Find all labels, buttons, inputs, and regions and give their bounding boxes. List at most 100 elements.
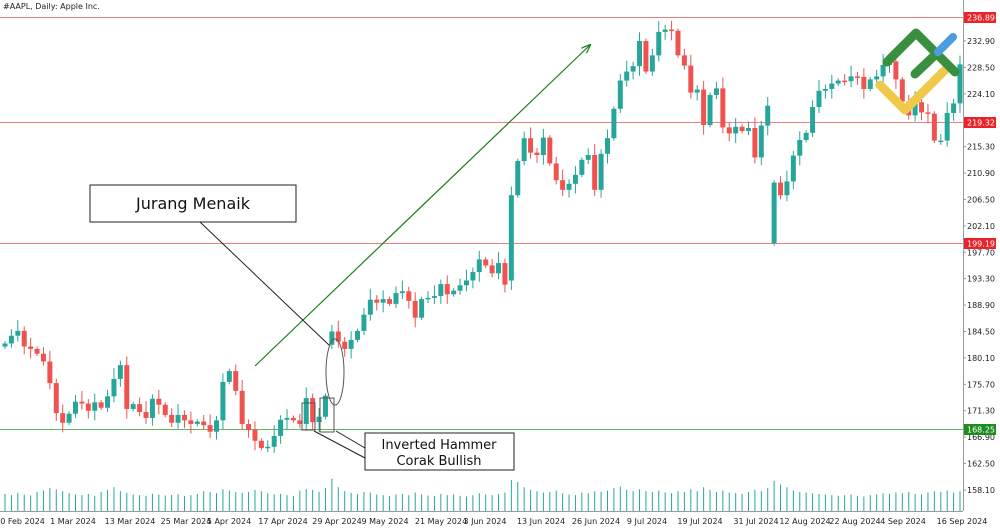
candle-bullish bbox=[598, 153, 604, 190]
candle-bearish bbox=[239, 390, 245, 424]
candle-bullish bbox=[579, 159, 585, 175]
candle-bullish bbox=[765, 105, 771, 126]
y-tick-label: 202.10 bbox=[967, 222, 995, 231]
candle-bearish bbox=[162, 404, 168, 415]
level-tag-label: 168.25 bbox=[967, 426, 995, 435]
candle-bullish bbox=[361, 314, 367, 331]
candle-bullish bbox=[399, 291, 405, 294]
candle-bearish bbox=[534, 152, 540, 156]
candle-bearish bbox=[483, 259, 489, 266]
candle-bullish bbox=[874, 76, 880, 80]
candle-bullish bbox=[938, 140, 944, 143]
chart-title: #AAPL, Daily: Apple Inc. bbox=[3, 2, 100, 11]
candle-bearish bbox=[778, 182, 784, 196]
candle-bearish bbox=[406, 291, 412, 301]
candle-bearish bbox=[40, 353, 46, 362]
candle-bearish bbox=[342, 341, 348, 349]
candle-bullish bbox=[745, 127, 751, 131]
x-tick-label: 4 Sep 2024 bbox=[880, 517, 926, 526]
candle-bullish bbox=[92, 402, 98, 411]
candle-bearish bbox=[854, 76, 860, 78]
y-tick-label: 228.50 bbox=[967, 63, 995, 72]
pattern-annotation: Inverted Hammer Corak Bullish bbox=[301, 397, 515, 471]
candle-bullish bbox=[803, 132, 809, 141]
candle-bearish bbox=[387, 299, 393, 304]
candle-bullish bbox=[790, 155, 796, 182]
candle-bearish bbox=[258, 440, 264, 448]
candle-bearish bbox=[28, 346, 34, 349]
candle-bearish bbox=[726, 127, 732, 134]
candle-bearish bbox=[85, 403, 91, 411]
candle-bullish bbox=[278, 419, 284, 436]
y-tick-label: 162.50 bbox=[967, 460, 995, 469]
candle-bearish bbox=[675, 30, 681, 56]
candle-bullish bbox=[226, 371, 232, 382]
candle-bullish bbox=[271, 435, 277, 447]
candle-bullish bbox=[566, 183, 572, 190]
candle-bullish bbox=[630, 66, 636, 72]
candle-bullish bbox=[463, 280, 469, 286]
candle-bearish bbox=[374, 299, 380, 303]
candle-bullish bbox=[105, 396, 111, 408]
y-tick-label: 158.10 bbox=[967, 486, 995, 495]
brand-logo bbox=[875, 28, 960, 115]
candle-bullish bbox=[540, 137, 546, 156]
x-tick-label: 25 Mar 2024 bbox=[161, 517, 212, 526]
x-tick-label: 3 Jun 2024 bbox=[463, 517, 506, 526]
candle-bullish bbox=[470, 272, 476, 281]
gap-pointer-line bbox=[199, 221, 331, 347]
candle-bullish bbox=[451, 290, 457, 295]
candle-bullish bbox=[438, 284, 444, 297]
candle-bullish bbox=[111, 378, 117, 397]
pattern-pointer-1 bbox=[313, 430, 366, 459]
candle-bullish bbox=[822, 88, 828, 91]
x-tick-label: 9 May 2024 bbox=[361, 517, 408, 526]
candle-bullish bbox=[367, 299, 373, 315]
candle-bearish bbox=[34, 348, 40, 354]
candle-bearish bbox=[310, 398, 316, 423]
y-tick-label: 166.90 bbox=[967, 433, 995, 442]
candle-bullish bbox=[393, 293, 399, 304]
candle-bearish bbox=[720, 88, 726, 128]
candle-bullish bbox=[816, 90, 822, 107]
candle-bearish bbox=[931, 113, 937, 141]
candle-bullish bbox=[944, 112, 950, 141]
candle-bullish bbox=[515, 161, 521, 196]
candle-bearish bbox=[502, 263, 508, 285]
candle-bullish bbox=[624, 71, 630, 81]
candle-bullish bbox=[322, 395, 328, 417]
candle-bearish bbox=[861, 76, 867, 89]
candle-bullish bbox=[419, 299, 425, 318]
candle-bearish bbox=[919, 102, 925, 113]
candle-bearish bbox=[246, 423, 252, 430]
x-tick-label: 17 Apr 2024 bbox=[258, 517, 307, 526]
candle-bearish bbox=[528, 138, 534, 153]
candle-bullish bbox=[733, 126, 739, 134]
candle-bearish bbox=[681, 55, 687, 66]
gap-label-box bbox=[89, 184, 297, 223]
candle-bearish bbox=[53, 383, 59, 414]
candle-bullish bbox=[829, 83, 835, 89]
candle-bearish bbox=[412, 300, 418, 318]
candle-bearish bbox=[643, 40, 649, 72]
candle-bearish bbox=[553, 163, 559, 181]
candle-bullish bbox=[585, 155, 591, 160]
candle-bullish bbox=[431, 296, 437, 298]
gap-annotation: Jurang Menaik bbox=[89, 184, 345, 406]
candle-bearish bbox=[701, 89, 707, 125]
candle-bullish bbox=[694, 89, 700, 93]
candle-bearish bbox=[290, 417, 296, 421]
candle-bearish bbox=[47, 361, 53, 384]
candle-bearish bbox=[842, 80, 848, 83]
candle-bearish bbox=[899, 79, 905, 102]
candle-bearish bbox=[233, 371, 239, 391]
y-tick-label: 171.30 bbox=[967, 407, 995, 416]
candle-bearish bbox=[489, 265, 495, 274]
pattern-highlight-1 bbox=[301, 402, 316, 431]
candle-bullish bbox=[316, 416, 322, 423]
candle-bullish bbox=[457, 285, 463, 291]
gap-label: Jurang Menaik bbox=[135, 194, 251, 213]
level-tag-label: 236.89 bbox=[967, 14, 995, 23]
candle-bullish bbox=[835, 80, 841, 84]
